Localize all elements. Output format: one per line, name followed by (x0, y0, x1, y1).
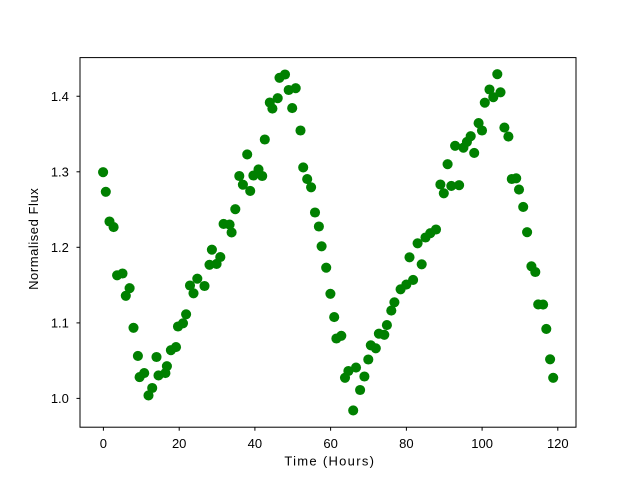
svg-text:1.3: 1.3 (51, 164, 69, 179)
svg-text:1.1: 1.1 (51, 316, 69, 331)
svg-text:40: 40 (248, 436, 262, 451)
svg-text:1.0: 1.0 (51, 391, 69, 406)
svg-text:100: 100 (471, 436, 493, 451)
svg-text:Time (Hours): Time (Hours) (284, 454, 375, 469)
svg-text:0: 0 (100, 436, 107, 451)
svg-text:20: 20 (172, 436, 186, 451)
svg-text:1.4: 1.4 (51, 89, 69, 104)
svg-text:Normalised Flux: Normalised Flux (26, 188, 41, 290)
svg-text:60: 60 (323, 436, 337, 451)
svg-text:1.2: 1.2 (51, 240, 69, 255)
svg-text:80: 80 (399, 436, 413, 451)
svg-text:120: 120 (547, 436, 569, 451)
